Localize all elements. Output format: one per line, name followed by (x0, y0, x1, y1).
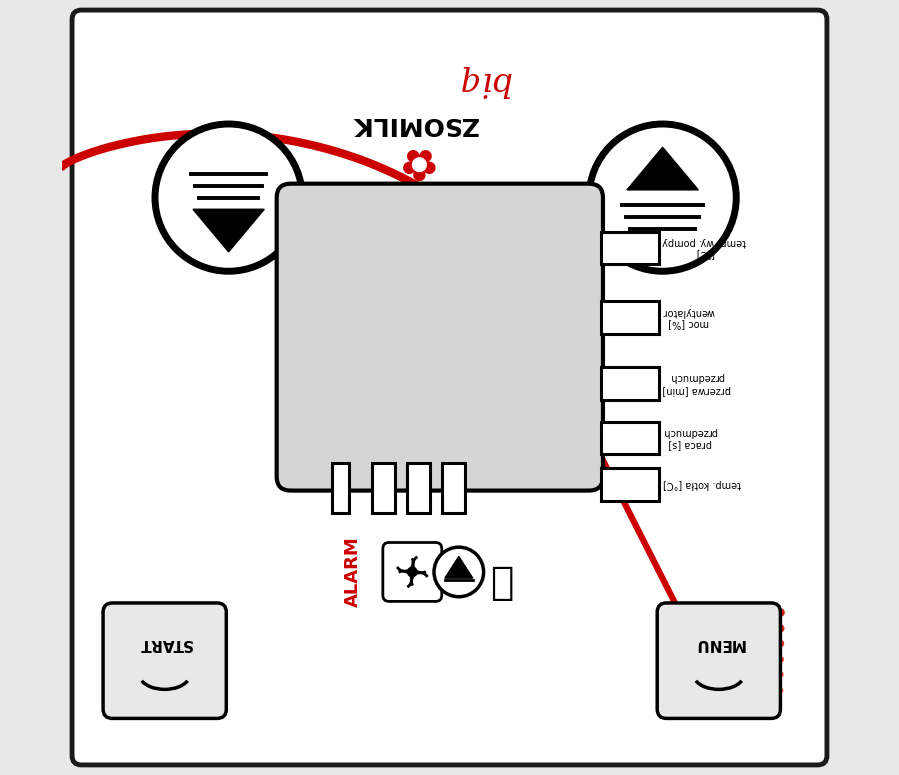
Circle shape (155, 124, 302, 271)
FancyBboxPatch shape (383, 542, 441, 601)
Bar (601, 422, 659, 454)
Circle shape (407, 567, 417, 577)
FancyBboxPatch shape (72, 10, 827, 765)
FancyBboxPatch shape (277, 184, 603, 491)
Bar (372, 463, 396, 513)
Bar (332, 463, 349, 513)
Circle shape (434, 547, 484, 597)
Polygon shape (627, 147, 699, 190)
Text: ALARM: ALARM (343, 536, 361, 608)
Text: ✿: ✿ (396, 139, 433, 182)
Polygon shape (193, 209, 264, 252)
Text: MENU: MENU (693, 636, 744, 651)
Bar (601, 232, 659, 264)
Bar (601, 367, 659, 400)
FancyBboxPatch shape (103, 603, 227, 718)
FancyBboxPatch shape (657, 603, 780, 718)
Text: START: START (138, 636, 191, 651)
Polygon shape (445, 556, 473, 578)
Text: 🔥: 🔥 (491, 563, 514, 602)
Text: przerwa [min]
przedmuch: przerwa [min] przedmuch (663, 373, 731, 394)
Text: [°C]
temp. wy. pompy: [°C] temp. wy. pompy (663, 237, 746, 259)
Bar (601, 301, 659, 334)
Text: ZSOMILK: ZSOMILK (352, 112, 478, 136)
Text: praca [s]
przedmuch: praca [s] przedmuch (663, 427, 717, 449)
Bar (441, 463, 465, 513)
Bar (601, 468, 659, 501)
Text: biq: biq (458, 65, 511, 98)
Text: temp. kotła [°C]: temp. kotła [°C] (663, 480, 741, 489)
Bar (407, 463, 430, 513)
Text: moc [%]
wentylator: moc [%] wentylator (663, 307, 715, 329)
Circle shape (589, 124, 736, 271)
